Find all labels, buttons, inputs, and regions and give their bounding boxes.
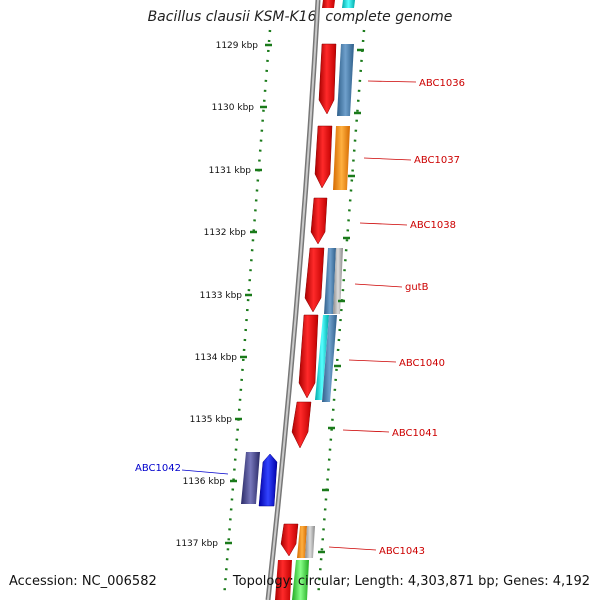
gene-label-ABC1042[interactable]: ABC1042 <box>135 463 181 474</box>
scale-label-1133: 1133 kbp <box>200 291 243 301</box>
gene-top-cyan <box>342 0 355 8</box>
gene-ABC1036-red <box>318 43 337 115</box>
gene-top-red <box>322 0 335 8</box>
topology-text: Topology: circular; Length: 4,303,871 bp… <box>232 574 590 589</box>
gene-ABC1036-steel <box>337 44 354 116</box>
scale-label-1136: 1136 kbp <box>183 477 226 487</box>
gene-gutB-red <box>304 247 325 313</box>
gene-ABC1042-blue <box>258 453 278 507</box>
genome-title: Bacillus clausii KSM-K16, complete genom… <box>147 9 453 25</box>
gene-label-ABC1040[interactable]: ABC1040 <box>399 358 445 369</box>
gene-ABC1040-cyan <box>315 315 329 400</box>
scale-label-1130: 1130 kbp <box>212 103 255 113</box>
gene-gutB-steel <box>324 248 336 314</box>
accession-text: Accession: NC_006582 <box>9 574 157 589</box>
outer-tick-marks <box>318 48 364 554</box>
gene-leader-lines <box>181 80 417 551</box>
gene-gutB-grey <box>333 248 343 314</box>
scale-label-1129: 1129 kbp <box>216 41 259 51</box>
gene-label-ABC1038[interactable]: ABC1038 <box>410 220 456 231</box>
gene-label-ABC1037[interactable]: ABC1037 <box>414 155 460 166</box>
backbone-highlight <box>267 0 319 600</box>
gene-ABC1037-orange <box>333 126 350 190</box>
scale-label-1131: 1131 kbp <box>209 166 252 176</box>
gene-label-gutB[interactable]: gutB <box>405 282 429 293</box>
scale-label-1134: 1134 kbp <box>195 353 238 363</box>
gene-label-ABC1036[interactable]: ABC1036 <box>419 78 465 89</box>
gene-ABC1037-red <box>314 125 333 189</box>
scale-label-1135: 1135 kbp <box>190 415 233 425</box>
gene-ABC1043-grey <box>305 526 315 558</box>
gene-ABC1038-red <box>310 197 328 245</box>
gene-label-ABC1041[interactable]: ABC1041 <box>392 428 438 439</box>
gene-bottom-red <box>275 560 292 600</box>
scale-label-1137: 1137 kbp <box>176 539 219 549</box>
gene-ABC1043-orange <box>297 526 307 558</box>
gene-ABC1043-red <box>280 523 299 557</box>
scale-tick-marks <box>225 43 272 545</box>
gene-label-ABC1043[interactable]: ABC1043 <box>379 546 425 557</box>
scale-dotted-line <box>222 29 272 599</box>
gene-bottom-green <box>292 560 309 600</box>
scale-label-1132: 1132 kbp <box>204 228 247 238</box>
gene-ABC1042-navy <box>241 452 260 504</box>
gene-ABC1041-red <box>291 401 312 449</box>
gene-ABC1040-red <box>298 314 319 399</box>
gene-ABC1040-steel <box>322 315 337 402</box>
